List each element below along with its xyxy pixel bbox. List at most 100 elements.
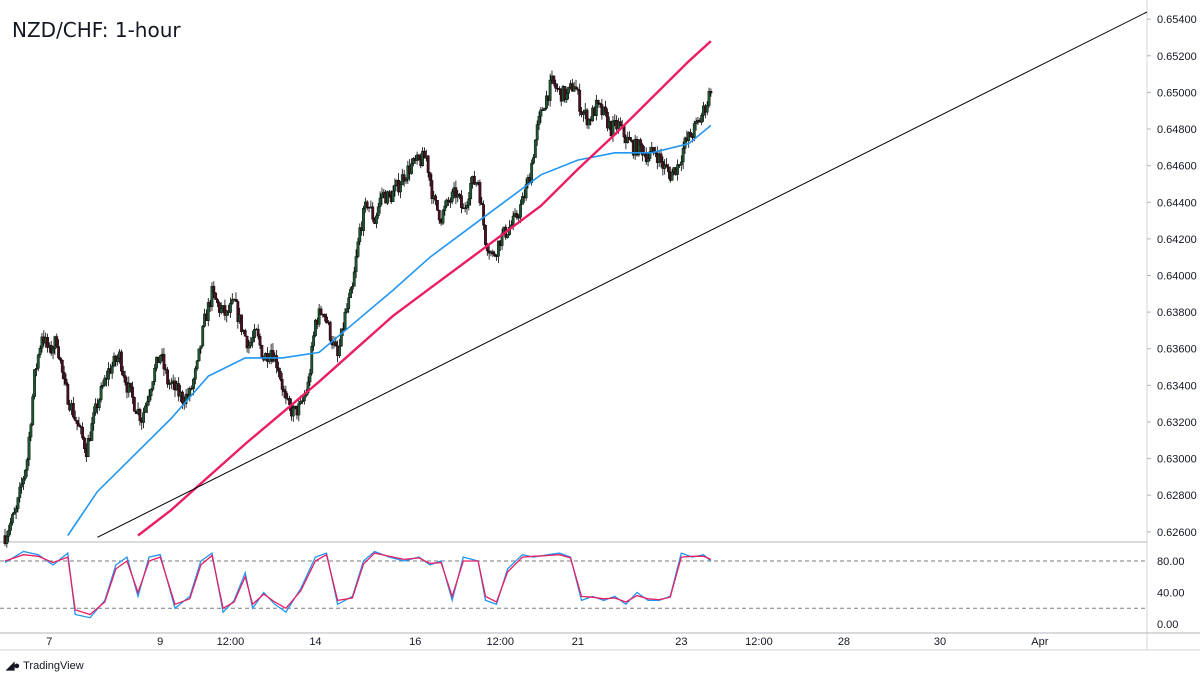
- candle-body: [417, 154, 421, 160]
- candle-body: [441, 210, 445, 224]
- candle-body: [458, 193, 461, 196]
- y-tick-label: 0.63000: [1157, 454, 1197, 466]
- candle-body: [46, 337, 49, 348]
- candle-body: [554, 83, 558, 89]
- candle-body: [637, 139, 641, 156]
- y-tick-label: 0.63800: [1157, 307, 1197, 319]
- candle-body: [679, 161, 683, 166]
- candle-body: [393, 184, 397, 192]
- candle-body: [249, 341, 253, 346]
- candle-body: [129, 382, 133, 388]
- y-tick-label: 0.65200: [1157, 51, 1197, 63]
- candle-body: [9, 522, 12, 531]
- candle-body: [51, 348, 55, 354]
- candle-body: [22, 478, 25, 485]
- y-tick-label: 0.63200: [1157, 417, 1197, 429]
- candle-body: [343, 311, 347, 330]
- candle-body: [92, 412, 96, 424]
- candle-body: [158, 355, 162, 363]
- candle-body: [511, 215, 515, 226]
- candle-body: [445, 199, 449, 207]
- candle-body: [434, 195, 437, 201]
- candle-body: [375, 215, 378, 224]
- candle-body: [506, 234, 510, 238]
- osc-tick-label: 0.00: [1157, 619, 1178, 631]
- candle-body: [149, 389, 153, 397]
- candle-body: [192, 379, 195, 389]
- x-tick-label: 14: [309, 636, 321, 648]
- candle-body: [57, 346, 60, 359]
- candle-body: [230, 299, 234, 304]
- candle-body: [426, 155, 430, 173]
- candle-body: [62, 372, 66, 380]
- y-tick-label: 0.64800: [1157, 124, 1197, 136]
- candle-body: [611, 120, 615, 137]
- candle-body: [670, 171, 674, 181]
- candle-body: [260, 345, 264, 359]
- candle-body: [472, 175, 476, 185]
- candle-body: [195, 360, 199, 369]
- candle-body: [197, 348, 201, 362]
- candle-body: [83, 437, 86, 450]
- candle-body: [386, 191, 389, 204]
- x-tick-label: 12:00: [745, 636, 773, 648]
- x-tick-label: 16: [409, 636, 421, 648]
- candle-body: [521, 196, 524, 205]
- candle-body: [641, 144, 644, 156]
- osc-tick-label: 80.00: [1157, 556, 1185, 568]
- candle-body: [60, 360, 64, 373]
- candle-body: [36, 354, 40, 369]
- candle-body: [689, 132, 692, 138]
- candle-body: [169, 382, 173, 384]
- candle-body: [306, 381, 310, 393]
- candle-body: [277, 367, 280, 372]
- candle-body: [543, 108, 546, 111]
- candle-body: [606, 111, 609, 129]
- candle-body: [275, 355, 279, 369]
- candle-body: [705, 105, 709, 113]
- candle-body: [539, 109, 543, 117]
- candle-body: [284, 391, 288, 399]
- candle-body: [216, 299, 219, 304]
- candle-body: [299, 401, 303, 404]
- candle-body: [79, 426, 83, 428]
- candle-body: [302, 395, 306, 402]
- candle-body: [484, 224, 487, 246]
- candle-body: [145, 401, 149, 407]
- candle-body: [709, 91, 713, 94]
- candle-body: [168, 383, 171, 385]
- candle-body: [212, 286, 216, 294]
- candle-body: [463, 207, 467, 210]
- candle-body: [467, 198, 471, 206]
- candle-body: [328, 321, 332, 341]
- candle-body: [229, 303, 232, 313]
- y-tick-label: 0.65000: [1157, 87, 1197, 99]
- y-tick-label: 0.63400: [1157, 380, 1197, 392]
- candle-body: [206, 302, 210, 321]
- candle-body: [535, 124, 539, 141]
- candle-body: [630, 139, 633, 142]
- candle-body: [107, 368, 110, 380]
- candle-body: [120, 351, 123, 372]
- candle-body: [66, 383, 70, 405]
- candle-body: [75, 420, 79, 424]
- candle-body: [598, 103, 602, 105]
- candle-body: [110, 365, 114, 374]
- candle-body: [380, 193, 384, 199]
- candle-body: [323, 313, 327, 318]
- page-title: NZD/CHF: 1-hour: [12, 18, 181, 42]
- y-tick-label: 0.64200: [1157, 234, 1197, 246]
- candle-body: [391, 190, 395, 202]
- candle-body: [16, 497, 20, 509]
- candle-body: [648, 151, 652, 159]
- candle-body: [437, 209, 441, 221]
- candle-body: [25, 459, 29, 471]
- brand-label: TradingView: [23, 659, 84, 672]
- candle-body: [482, 204, 486, 226]
- candle-body: [201, 325, 205, 347]
- candle-body: [308, 373, 312, 383]
- candle-body: [153, 368, 157, 382]
- candle-body: [376, 206, 380, 217]
- candle-body: [319, 308, 323, 315]
